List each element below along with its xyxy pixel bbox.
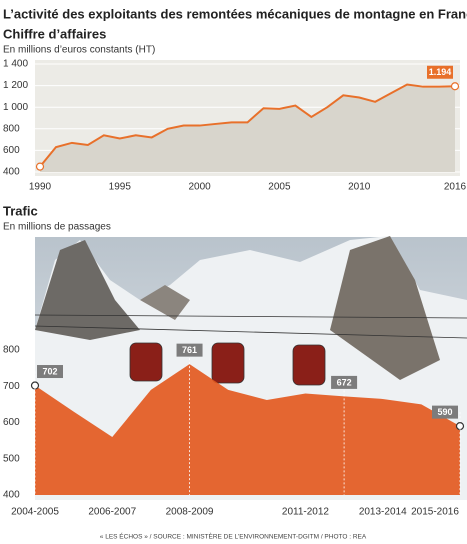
y-tick-label: 400 xyxy=(3,167,20,178)
y-tick-label: 1 200 xyxy=(3,80,28,91)
x-tick-label: 1990 xyxy=(29,182,52,193)
value-label: 590 xyxy=(437,407,452,417)
value-label-box xyxy=(432,405,458,419)
area xyxy=(40,84,455,172)
chart-title: Trafic xyxy=(3,203,38,218)
value-label-box xyxy=(331,375,358,389)
area xyxy=(35,364,460,495)
y-tick-label: 400 xyxy=(3,490,20,501)
value-label-box xyxy=(427,65,453,79)
line xyxy=(39,83,456,168)
value-label: 1.194 xyxy=(429,67,452,77)
main-title: L’activité des exploitants des remontées… xyxy=(3,6,467,21)
x-tick-label: 2008-2009 xyxy=(166,507,214,518)
x-tick-label: 2013-2014 xyxy=(359,507,407,518)
y-tick-label: 700 xyxy=(3,381,20,392)
chart-subtitle: En millions d’euros constants (HT) xyxy=(3,45,155,56)
y-tick-label: 800 xyxy=(3,123,20,134)
chart-title: Chiffre d’affaires xyxy=(3,26,106,41)
y-tick-label: 600 xyxy=(3,417,20,428)
x-tick-label: 2006-2007 xyxy=(88,507,136,518)
y-tick-label: 500 xyxy=(3,453,20,464)
x-tick-label: 2015-2016 xyxy=(411,507,459,518)
end-marker xyxy=(450,82,460,91)
y-tick-label: 1 000 xyxy=(3,102,28,113)
photo xyxy=(34,236,467,500)
x-tick-label: 2010 xyxy=(348,182,371,193)
value-label: 672 xyxy=(337,377,352,387)
chart-subtitle: En millions de passages xyxy=(3,222,111,233)
x-tick-label: 2016 xyxy=(444,182,467,193)
source: « LES ÉCHOS » / SOURCE : MINISTÈRE DE L’… xyxy=(100,532,367,541)
x-tick-label: 1995 xyxy=(109,182,132,193)
y-tick-label: 800 xyxy=(3,345,20,356)
x-tick-label: 2000 xyxy=(188,182,211,193)
y-tick-label: 600 xyxy=(3,145,20,156)
x-tick-label: 2004-2005 xyxy=(11,507,59,518)
y-tick-label: 1 400 xyxy=(3,59,28,70)
x-tick-label: 2011-2012 xyxy=(282,507,330,518)
value-label-box xyxy=(37,365,63,379)
value-label-box xyxy=(176,343,203,357)
end-marker xyxy=(35,162,45,171)
value-label: 702 xyxy=(42,366,57,376)
x-tick-label: 2005 xyxy=(268,182,291,193)
value-label: 761 xyxy=(182,345,197,355)
